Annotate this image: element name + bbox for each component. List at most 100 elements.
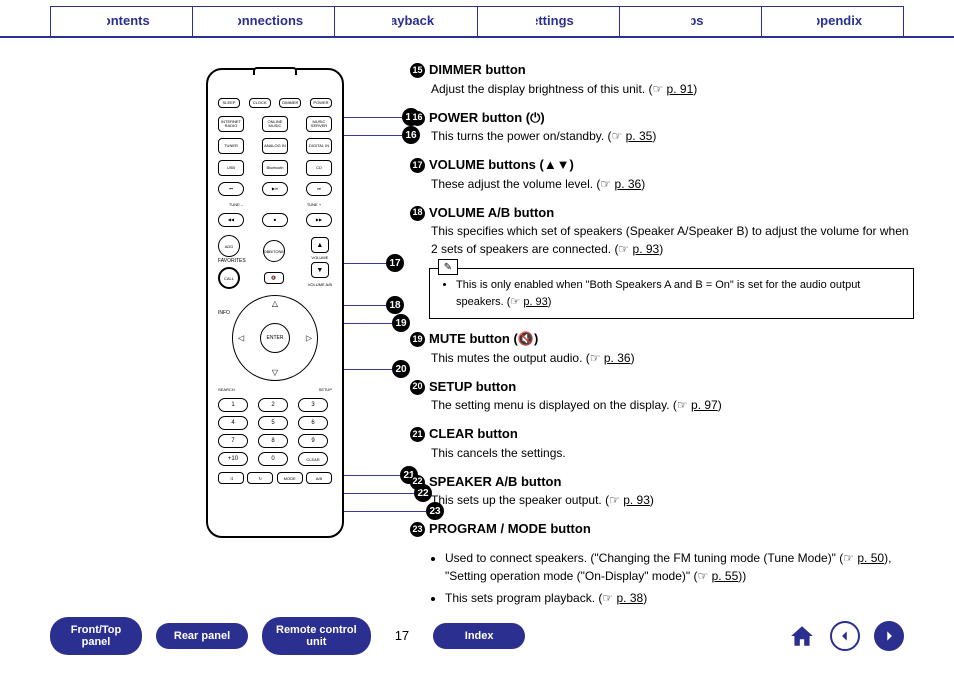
btn-rear-panel[interactable]: Rear panel	[156, 623, 248, 649]
num-plus10: +10	[218, 452, 248, 466]
btn-random: ⤨	[218, 472, 244, 484]
btn-index[interactable]: Index	[433, 623, 525, 649]
lbl-favorites: FAVORITES	[218, 258, 246, 264]
lbl-vol-ab: VOLUME A/B	[308, 282, 332, 287]
item-23: 23PROGRAM / MODE button	[408, 519, 914, 539]
btn-cd: CD	[306, 160, 332, 176]
btn-power: POWER	[310, 98, 332, 108]
home-icon[interactable]	[788, 622, 816, 650]
page-number: 17	[385, 628, 419, 643]
btn-front-top-panel[interactable]: Front/Toppanel	[50, 617, 142, 655]
callout-21: 21	[344, 466, 418, 484]
prev-page-button[interactable]	[830, 621, 860, 651]
lbl-info: INFO	[218, 310, 230, 316]
item-17: 17VOLUME buttons (▲▼)These adjust the vo…	[408, 155, 914, 193]
item-21: 21CLEAR buttonThis cancels the settings.	[408, 424, 914, 462]
item-15: 15DIMMER buttonAdjust the display bright…	[408, 60, 914, 98]
note-text: This is only enabled when "Both Speakers…	[456, 277, 903, 310]
btn-vol-up: ▲	[311, 237, 329, 253]
btn-analog-in: ANALOG IN	[262, 138, 288, 154]
descriptions: 15DIMMER buttonAdjust the display bright…	[400, 58, 914, 611]
next-page-button[interactable]	[874, 621, 904, 651]
num-1: 1	[218, 398, 248, 412]
tab-settings[interactable]: Settings	[478, 6, 620, 36]
remote-outline: SLEEPCLOCKDIMMERPOWER INTERNET RADIOONLI…	[206, 68, 344, 538]
btn-vol-down: ▼	[311, 262, 329, 278]
page-link[interactable]: p. 50	[857, 551, 884, 565]
item-heading: 23PROGRAM / MODE button	[410, 519, 914, 539]
item-heading: 20SETUP button	[410, 377, 914, 397]
item-heading: 22SPEAKER A/B button	[410, 472, 914, 492]
item-body: Adjust the display brightness of this un…	[410, 80, 914, 98]
item-body: This mutes the output audio. (☞ p. 36)	[410, 349, 914, 367]
btn-repeat: ↻	[247, 472, 273, 484]
btn-rw: ◀◀	[218, 213, 244, 227]
btn-music-server: MUSIC SERVER	[306, 116, 332, 132]
btn-speaker-ab: A/B	[306, 472, 332, 484]
footer: Front/Toppanel Rear panel Remote control…	[0, 617, 954, 655]
num-6: 6	[298, 416, 328, 430]
page-link[interactable]: p. 97	[691, 398, 718, 412]
item-16: 16POWER button (⏻)This turns the power o…	[408, 108, 914, 146]
btn-ff: ▶▶	[306, 213, 332, 227]
item-heading: 18VOLUME A/B button	[410, 203, 914, 223]
btn-sleep: SLEEP	[218, 98, 240, 108]
lbl-search: SEARCH	[218, 387, 235, 392]
pencil-icon: ✎	[438, 259, 458, 275]
page-link[interactable]: p. 38	[616, 591, 643, 605]
btn-mute: 🔇	[264, 272, 284, 284]
page-link[interactable]: p. 93	[523, 296, 547, 308]
list-item: This sets program playback. (☞ p. 38)	[445, 589, 914, 607]
btn-bluetooth: Bluetooth	[262, 160, 288, 176]
page-link[interactable]: p. 93	[623, 493, 650, 507]
item-heading: 21CLEAR button	[410, 424, 914, 444]
page-link[interactable]: p. 55	[712, 569, 739, 583]
item-body: This cancels the settings.	[410, 444, 914, 462]
btn-play-pause: ▶/⏸	[262, 182, 288, 196]
num-9: 9	[298, 434, 328, 448]
lbl-tune-plus: TUNE +	[296, 202, 332, 207]
num-4: 4	[218, 416, 248, 430]
callout-17: 17	[344, 254, 404, 272]
num-5: 5	[258, 416, 288, 430]
num-0: 0	[258, 452, 288, 466]
btn-next: ⏭	[306, 182, 332, 196]
page-link[interactable]: p. 35	[626, 129, 653, 143]
btn-clear: CLEAR	[298, 452, 328, 466]
callout-18: 18	[344, 296, 404, 314]
item-22: 22SPEAKER A/B buttonThis sets up the spe…	[408, 472, 914, 510]
lbl-tune-minus: TUNE –	[218, 202, 254, 207]
page-link[interactable]: p. 36	[615, 177, 642, 191]
item-body: This specifies which set of speakers (Sp…	[410, 222, 914, 258]
num-8: 8	[258, 434, 288, 448]
btn-tuner: TUNER	[218, 138, 244, 154]
item-body: These adjust the volume level. (☞ p. 36)	[410, 175, 914, 193]
btn-prev: ⏮	[218, 182, 244, 196]
page-link[interactable]: p. 36	[604, 351, 631, 365]
note-box: ✎This is only enabled when "Both Speaker…	[429, 268, 914, 319]
tab-contents[interactable]: Contents	[50, 6, 193, 36]
num-7: 7	[218, 434, 248, 448]
tab-appendix[interactable]: Appendix	[762, 6, 904, 36]
number-pad: 1 2 3 4 5 6 7 8 9 +10 0 CLEAR	[218, 398, 332, 466]
item-body: This sets up the speaker output. (☞ p. 9…	[410, 491, 914, 509]
page-link[interactable]: p. 93	[633, 242, 660, 256]
page-link[interactable]: p. 91	[667, 82, 694, 96]
btn-online-music: ONLINE MUSIC	[262, 116, 288, 132]
lbl-volume: VOLUME	[311, 255, 328, 260]
btn-dimmer: DIMMER	[279, 98, 301, 108]
dpad: ENTER △ ▽ ◁ ▷	[232, 295, 318, 381]
btn-internet-radio: INTERNET RADIO	[218, 116, 244, 132]
item-heading: 19MUTE button (🔇)	[410, 329, 914, 349]
btn-add: ADD	[218, 235, 240, 257]
tab-tips[interactable]: Tips	[620, 6, 762, 36]
tab-connections[interactable]: Connections	[193, 6, 335, 36]
tab-playback[interactable]: Playback	[335, 6, 477, 36]
btn-remote-control-unit[interactable]: Remote controlunit	[262, 617, 371, 655]
btn-program-mode: MODE	[277, 472, 303, 484]
main-content: SLEEPCLOCKDIMMERPOWER INTERNET RADIOONLI…	[0, 38, 954, 621]
num-3: 3	[298, 398, 328, 412]
item-18: 18VOLUME A/B buttonThis specifies which …	[408, 203, 914, 259]
program-bullets: Used to connect speakers. ("Changing the…	[408, 549, 914, 607]
list-item: Used to connect speakers. ("Changing the…	[445, 549, 914, 585]
